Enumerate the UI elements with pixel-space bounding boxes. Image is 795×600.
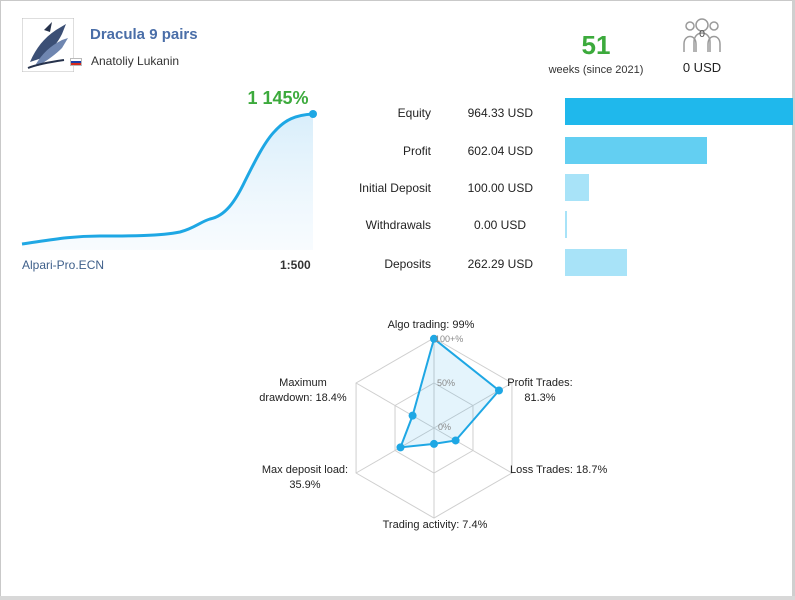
subscription-price: 0 USD (682, 60, 722, 75)
signal-name-link[interactable]: Dracula 9 pairs (90, 26, 198, 43)
stat-label-withdrawals: Withdrawals (365, 218, 431, 232)
russia-flag-icon (70, 58, 82, 66)
signal-logo-icon[interactable] (22, 18, 74, 72)
radar-spoke (355, 427, 435, 474)
stat-bar-equity (565, 98, 793, 125)
growth-endpoint (309, 110, 317, 118)
radar-tick-100: 100+% (435, 334, 464, 344)
weeks-count: 51 (581, 30, 611, 60)
radar-label-trading-activity: Trading activity: 7.4% (382, 519, 488, 531)
stat-value-profit: 602.04 USD (467, 144, 533, 158)
growth-percent: 1 145% (247, 88, 309, 108)
subscribers-count: 0 (698, 29, 706, 40)
stat-value-deposits: 262.29 USD (467, 257, 533, 271)
subscribers-icon (683, 18, 721, 52)
stat-label-equity: Equity (397, 106, 431, 120)
radar-label-max-drawdown: Maximum drawdown: 18.4% (259, 377, 347, 404)
radar-tick-50: 50% (437, 378, 456, 388)
stat-bar-profit (565, 137, 707, 164)
stat-label-profit: Profit (402, 144, 431, 158)
weeks-label: weeks (since 2021) (548, 64, 644, 76)
radar-tick-0: 0% (438, 422, 452, 432)
growth-line (21, 112, 314, 246)
leverage-value: 1:500 (280, 258, 311, 272)
radar-spoke (355, 382, 435, 429)
radar-point (451, 436, 460, 445)
radar-chart-svg (355, 334, 513, 519)
stat-value-withdrawals: 0.00 USD (473, 218, 526, 232)
radar-label-max-deposit-load: Max deposit load: 35.9% (261, 464, 349, 491)
stat-value-initial-deposit: 100.00 USD (467, 181, 533, 195)
growth-area (22, 114, 313, 250)
broker-link[interactable]: Alpari-Pro.ECN (22, 258, 105, 272)
radar-spoke (433, 427, 513, 474)
stat-label-initial-deposit: Initial Deposit (358, 181, 431, 195)
stat-bar-initial-deposit (565, 174, 589, 201)
stat-bar-deposits (565, 249, 627, 276)
radar-point (494, 386, 503, 395)
radar-label-algo-trading: Algo trading: 99% (387, 319, 475, 331)
radar-point (430, 439, 438, 448)
frame-shadow-right (792, 0, 795, 600)
stat-label-deposits: Deposits (384, 257, 431, 271)
radar-label-profit-trades: Profit Trades: 81.3% (507, 377, 573, 404)
radar-label-loss-trades: Loss Trades: 18.7% (510, 464, 608, 476)
author-name[interactable]: Anatoliy Lukanin (91, 54, 180, 68)
stat-value-equity: 964.33 USD (467, 106, 533, 120)
radar-point (408, 411, 417, 420)
stat-bar-withdrawals (565, 211, 567, 238)
frame-shadow-bottom (0, 596, 795, 600)
radar-chart (240, 310, 640, 540)
radar-point (430, 334, 438, 343)
radar-point (396, 443, 405, 452)
growth-chart[interactable] (20, 106, 320, 250)
